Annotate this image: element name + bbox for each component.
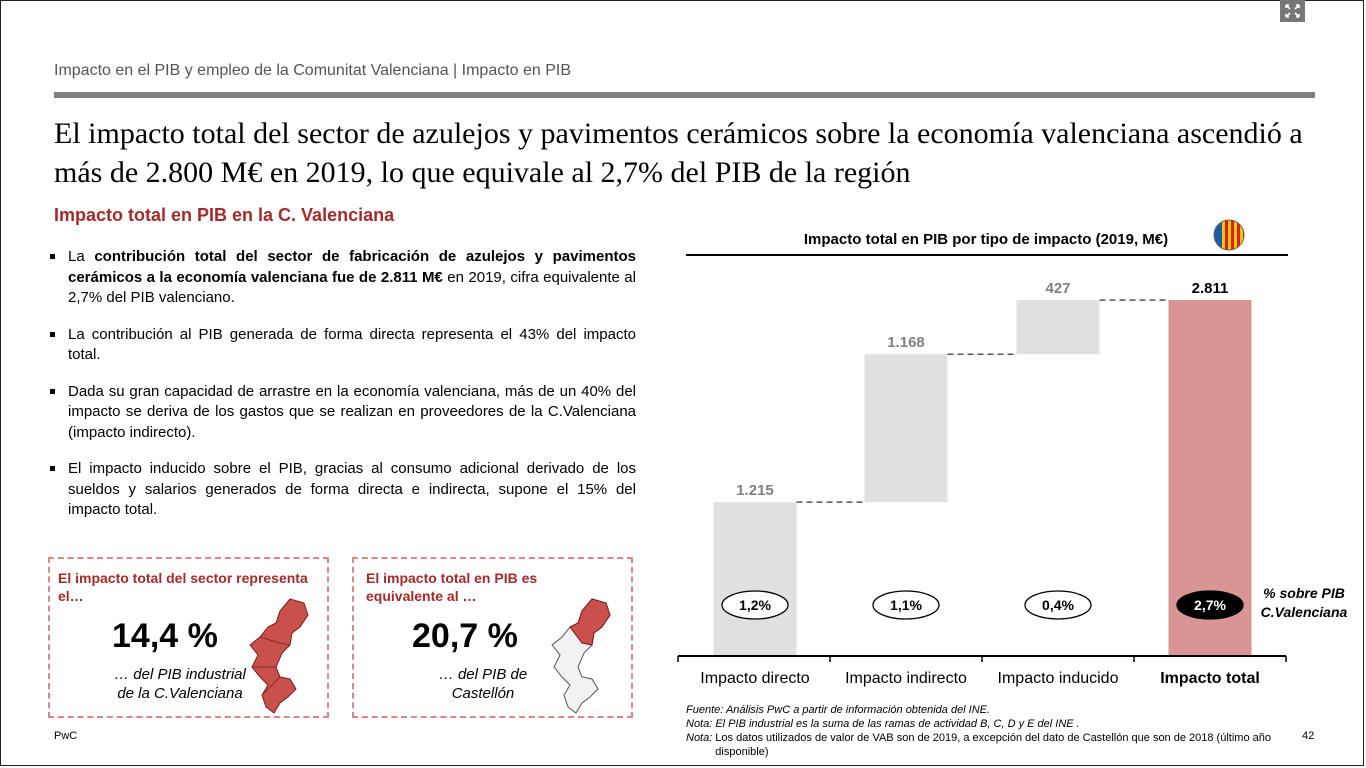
x-tick-label: Impacto directo [700, 670, 809, 687]
bar-3 [1016, 300, 1100, 355]
fullscreen-icon[interactable] [1280, 0, 1305, 22]
bullet-item: Dada su gran capacidad de arrastre en la… [50, 382, 636, 444]
valencia-flag-icon [1213, 219, 1245, 251]
bullet-item: La contribución al PIB generada de forma… [50, 325, 636, 366]
bullet-item: La contribución total del sector de fabr… [50, 247, 636, 309]
bullet-bold-text: contribución total del sector de fabrica… [68, 248, 636, 286]
pct-legend-line: C.Valenciana [1261, 604, 1348, 620]
kpi-box-castellon: El impacto total en PIB es equivalente a… [352, 557, 633, 718]
bar-2 [864, 354, 948, 503]
chart-title-underline [686, 254, 1288, 256]
kpi-box-sub-line: de la C.Valenciana [117, 685, 243, 702]
kpi-box-sub: … del PIB de Castellón [418, 665, 548, 703]
kpi-box-sub: … del PIB industrial de la C.Valenciana [90, 665, 270, 703]
bullet-item: El impacto inducido sobre el PIB, gracia… [50, 459, 636, 521]
bullet-text: El impacto inducido sobre el PIB, gracia… [68, 460, 636, 518]
x-tick-label: Impacto indirecto [845, 670, 967, 687]
pct-label: 1,1% [890, 597, 922, 613]
section-title: Impacto total en PIB en la C. Valenciana [54, 205, 395, 225]
bar-value-label: 1.168 [887, 334, 925, 351]
source-notes: Fuente: Análisis PwC a partir de informa… [686, 703, 1306, 759]
kpi-box-title: El impacto total en PIB es equivalente a… [366, 570, 538, 604]
castellon-map-icon [551, 598, 611, 714]
bar-value-label: 2.811 [1192, 280, 1229, 297]
kpi-box-sub-line: Castellón [451, 685, 515, 702]
bullet-list: La contribución total del sector de fabr… [50, 247, 636, 537]
source-text: Fuente: Análisis PwC a partir de informa… [686, 704, 991, 716]
kpi-box-sub-line: … del PIB de [438, 666, 528, 683]
bullet-text: La [68, 248, 95, 265]
kpi-box-industrial: El impacto total del sector representa e… [48, 557, 329, 718]
pct-label: 2,7% [1194, 597, 1226, 613]
note-text: Nota: El PIB industrial es la suma de la… [686, 718, 1080, 730]
page-title: El impacto total del sector de azulejos … [54, 117, 1303, 189]
bullet-text: Dada su gran capacidad de arrastre en la… [68, 382, 636, 441]
kpi-box-sub-line: … del PIB industrial [114, 666, 246, 683]
bullet-text: en 2019, cifra equivalente al 2,7% del P… [68, 268, 636, 307]
x-tick-label: Impacto total [1160, 670, 1260, 687]
header-divider [54, 92, 1315, 98]
pct-legend-line: % sobre PIB [1263, 585, 1345, 601]
kpi-box-value: 14,4 % [112, 617, 218, 655]
valencia-region-map-icon [249, 598, 309, 714]
pct-label: 1,2% [739, 597, 771, 613]
bar-1 [713, 502, 797, 656]
pct-oval [721, 590, 789, 620]
note-row: Nota: Los datos utilizados de valor de VA… [686, 731, 1306, 759]
note-label: Nota: [686, 732, 713, 744]
pct-oval [1176, 590, 1244, 620]
pct-label: 0,4% [1042, 597, 1074, 613]
bar-value-label: 427 [1045, 280, 1070, 297]
pct-oval [1024, 590, 1092, 620]
bar-value-label: 1.215 [736, 482, 774, 499]
x-tick-label: Impacto inducido [998, 670, 1119, 687]
note-text: Los datos utilizados de valor de VAB son… [715, 732, 1271, 758]
page-number: 42 [1302, 730, 1315, 742]
footer-brand: PwC [54, 730, 78, 742]
kpi-box-title: El impacto total del sector representa e… [58, 570, 308, 604]
bullet-text: La contribución al PIB generada de forma… [68, 325, 636, 364]
pct-oval [872, 590, 940, 620]
breadcrumb: Impacto en el PIB y empleo de la Comunit… [54, 62, 572, 79]
kpi-box-value: 20,7 % [412, 617, 518, 655]
chart-title: Impacto total en PIB por tipo de impacto… [803, 231, 1169, 248]
